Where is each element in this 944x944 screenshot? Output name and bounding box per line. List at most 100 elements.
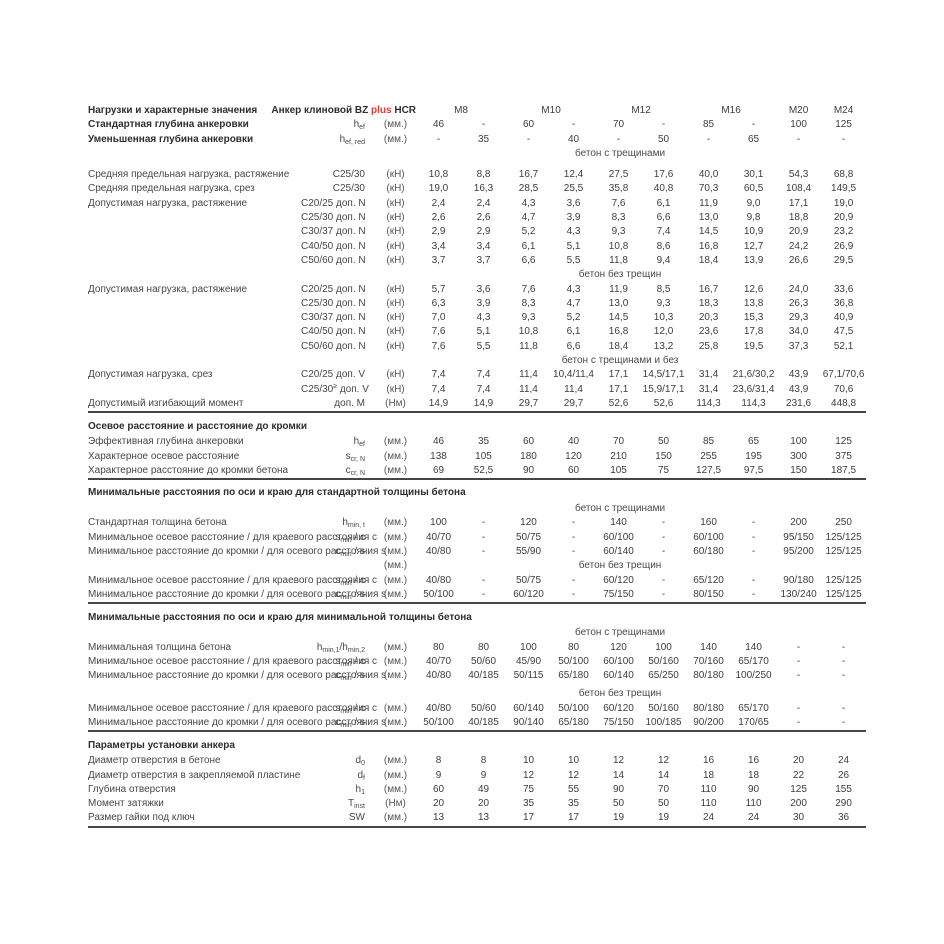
symbol-text: доп. V <box>337 383 369 395</box>
value-cell: 46 <box>432 436 445 448</box>
row-symbol <box>301 626 375 640</box>
table-row: Минимальная толщина бетона hmin,1/hmin,2 (… <box>88 641 866 655</box>
table-row: Средняя предельная нагрузка, срез C25/30 (… <box>88 182 866 196</box>
value-cell: 50 <box>657 798 670 810</box>
value-cell: 9,3 <box>656 297 671 309</box>
value-cell: 65/250 <box>648 670 679 682</box>
value-cell: 16,3 <box>473 183 494 195</box>
value-cell: 20,9 <box>788 226 809 238</box>
value-cell: 19 <box>612 812 625 824</box>
row-label <box>88 559 301 573</box>
value-cell: - <box>751 546 756 558</box>
value-cell: 24 <box>747 812 760 824</box>
value-cell: 17,8 <box>743 326 764 338</box>
value-cell: - <box>841 133 846 145</box>
row-symbol: scr, N <box>301 450 375 464</box>
value-cell: 9,0 <box>746 197 761 209</box>
value-cell: 5,2 <box>521 226 536 238</box>
value-cell: 29,7 <box>518 397 539 409</box>
value-cell: 20,3 <box>698 312 719 324</box>
table-row: Допустимая нагрузка, растяжение C20/25 до… <box>88 197 866 211</box>
row-label: Минимальное расстояние до кромки / для о… <box>88 670 387 682</box>
value-cell: 140 <box>745 641 762 653</box>
table-row: C50/60 доп. N (кН) 3,7 3,7 6,6 5,5 11,8 9,4 18,4… <box>88 254 866 268</box>
value-cell: 375 <box>835 450 852 462</box>
value-cell: 11,4 <box>564 383 583 395</box>
row-symbol: cmin / s <box>301 588 375 603</box>
value-cell: 6,1 <box>566 326 581 338</box>
row-unit <box>375 268 416 282</box>
value-cell: 65 <box>747 133 760 145</box>
row-unit: (кН) <box>386 297 405 309</box>
value-cell: 50/60 <box>471 702 497 714</box>
value-cell: 16,7 <box>698 283 719 295</box>
row-unit: (мм.) <box>383 716 408 728</box>
table-row: Допустимая нагрузка, срез C20/25 доп. V (к… <box>88 368 866 382</box>
symbol-text: C20/25 доп. N <box>301 283 366 295</box>
symbol-text: доп. M <box>334 397 365 409</box>
table-row: C25/30≥ доп. V (кН) 7,4 7,4 11,4 11,4 17,1 15,9… <box>88 383 866 397</box>
row-unit: (кН) <box>386 183 405 195</box>
row-symbol: hmin, t <box>301 516 375 530</box>
value-cell: 13,8 <box>743 297 764 309</box>
value-cell: - <box>796 641 801 653</box>
row-unit <box>375 502 416 516</box>
section-title-row: Минимальные расстояния по оси и краю для… <box>88 602 867 627</box>
value-cell: - <box>571 119 576 131</box>
value-cell: 180 <box>520 450 537 462</box>
value-cell: 187,5 <box>831 464 857 476</box>
row-symbol <box>301 147 375 161</box>
table-row: Характерное осевое расстояние scr, N (мм.)… <box>88 450 866 464</box>
value-cell: 150 <box>790 464 807 476</box>
value-cell: 4,3 <box>476 312 491 324</box>
table-row: Минимальное расстояние до кромки / для о… <box>88 545 866 559</box>
value-cell: 31,4 <box>698 369 719 381</box>
value-cell: 448,8 <box>831 397 857 409</box>
value-cell: 70,6 <box>833 383 854 395</box>
row-label: Допустимая нагрузка, растяжение <box>88 283 248 295</box>
value-cell: 250 <box>835 517 852 529</box>
row-unit: (кН) <box>386 197 405 209</box>
value-cell: 16 <box>747 755 760 767</box>
value-cell: 9 <box>480 769 487 781</box>
header-label: Нагрузки и характерные значения <box>88 105 258 116</box>
row-symbol: C50/60 доп. N <box>301 340 375 354</box>
row-label: Минимальное расстояние до кромки / для о… <box>88 546 387 558</box>
value-cell: 60 <box>522 436 535 448</box>
row-unit: (мм.) <box>383 531 408 543</box>
value-cell: 35,8 <box>608 183 629 195</box>
value-cell: 7,4 <box>656 226 671 238</box>
row-unit: (Нм) <box>385 397 406 409</box>
value-cell: - <box>481 517 486 529</box>
value-cell: - <box>481 574 486 586</box>
table-row: Допустимая нагрузка, растяжение C20/25 до… <box>88 283 866 297</box>
symbol-text: / c <box>351 655 365 667</box>
value-cell: 19,0 <box>833 197 854 209</box>
value-cell: 28,5 <box>518 183 539 195</box>
symbol-text: d <box>355 755 362 767</box>
value-cell: 3,6 <box>476 283 491 295</box>
symbol-text: C20/25 доп. V <box>301 369 366 381</box>
table-row: C30/37 доп. N (кН) 2,9 2,9 5,2 4,3 9,3 7,4 14,5 1… <box>88 225 866 239</box>
value-cell: 50/160 <box>648 655 679 667</box>
value-cell: 100 <box>790 436 807 448</box>
row-unit <box>375 354 416 368</box>
value-cell: 14 <box>612 769 625 781</box>
row-symbol: hmin,1/hmin,2 <box>301 641 375 655</box>
value-cell: 80 <box>477 641 490 653</box>
row-unit: (мм.) <box>383 755 408 767</box>
row-symbol: C30/37 доп. N <box>301 225 375 239</box>
symbol-text: / s <box>351 670 365 682</box>
size-col-m10: M10 <box>541 105 561 116</box>
row-label: Минимальное осевое расстояние / для крае… <box>88 574 378 586</box>
value-cell: 125 <box>835 436 852 448</box>
value-cell: 14 <box>657 769 670 781</box>
symbol-text: c <box>345 464 351 476</box>
row-symbol <box>301 354 375 368</box>
value-cell: 26,3 <box>788 297 809 309</box>
symbol-text: / c <box>351 574 365 586</box>
row-unit: (мм.) <box>383 464 408 476</box>
value-cell: 4,7 <box>566 297 581 309</box>
symbol-text: C25/30 <box>301 383 334 395</box>
value-cell: 70 <box>612 119 625 131</box>
